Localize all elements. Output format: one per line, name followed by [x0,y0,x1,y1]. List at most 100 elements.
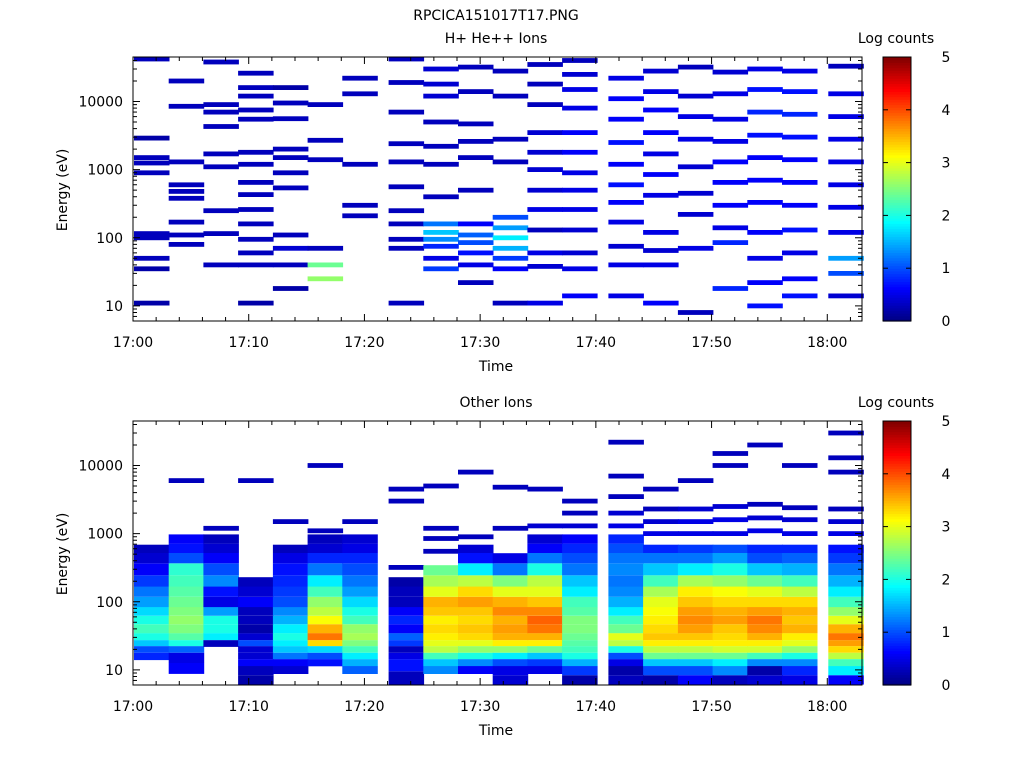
colorbar-segment [883,553,911,557]
heatmap-cell [828,91,864,97]
heatmap-cell [203,109,239,115]
heatmap-cell [782,134,818,140]
heatmap-cell [458,640,494,647]
heatmap-cell [643,192,679,198]
heatmap-cell [272,146,309,152]
heatmap-cell [423,607,459,616]
heatmap-cell [562,640,598,647]
colorbar-segment [883,262,911,267]
heatmap-cell [782,463,818,468]
heatmap-cell [747,659,783,667]
heatmap-cell [643,230,679,235]
heatmap-cell [168,553,205,564]
heatmap-cell [272,633,309,641]
heatmap-cell [677,164,714,170]
heatmap-cell [712,116,749,122]
heatmap-cell [782,675,818,685]
heatmap-cell [492,235,529,241]
heatmap-cell [423,483,459,489]
heatmap-cell [492,484,529,490]
heatmap-cell [238,300,274,306]
heatmap-cell [643,519,679,524]
heatmap-cell [712,640,749,647]
colorbar-segment [883,130,911,135]
heatmap-cell [828,255,864,261]
heatmap-cell [562,563,598,576]
heatmap-cell [307,276,344,282]
heatmap-cell [828,182,864,188]
colorbar-segment [883,75,911,79]
colorbar-segment [883,510,911,514]
heatmap-cell [203,607,239,616]
heatmap-cell [643,130,679,135]
heatmap-cell [828,531,864,536]
colorbar-tick-label: 3 [942,520,951,536]
colorbar-segment [883,228,911,232]
colorbar-segment [883,107,911,111]
heatmap-cell [272,646,309,653]
heatmap-panel-other-ions: Other Ions Log counts Time Energy (eV) 1… [55,395,951,739]
colorbar-segment [883,558,911,562]
heatmap-cell [342,607,378,616]
colorbar-segment [883,587,911,591]
heatmap-cell [307,463,344,468]
heatmap-cell [643,575,679,587]
colorbar-segment [883,518,911,522]
heatmap-cell [492,646,529,653]
heatmap-cell [562,575,598,587]
colorbar-segment [883,297,911,301]
heatmap-cell [272,624,309,634]
heatmap-cell [423,255,459,261]
heatmap-cell [562,293,598,299]
heatmap-cell [677,624,714,634]
x-tick-label: 17:30 [460,699,500,715]
y-axis-label: Energy (eV) [55,149,71,232]
colorbar-tick-label: 2 [942,572,951,588]
heatmap-cell [782,586,818,597]
heatmap-cell [134,170,170,176]
heatmap-cell [643,531,679,536]
heatmap-cell [203,575,239,587]
heatmap-cell [203,553,239,564]
heatmap-cell [388,577,425,587]
colorbar: 0 1 2 3 4 5 [882,50,951,330]
colorbar-segment [883,123,911,127]
heatmap-cell [562,666,598,676]
heatmap-cell [203,624,239,634]
heatmap-cell [134,652,170,661]
heatmap-cell [134,640,170,647]
colorbar-segment [883,239,911,243]
colorbar-segment [883,186,911,190]
colorbar-segment [883,276,911,280]
heatmap-cell [782,157,818,163]
heatmap-cell [608,161,644,167]
heatmap-cell [388,671,425,685]
heatmap-cell [458,586,494,597]
y-tick-label: 1000 [87,163,123,179]
heatmap-cell [492,300,529,306]
colorbar-segment [883,455,911,459]
heatmap-cell [643,553,679,564]
heatmap-cell [782,89,818,94]
heatmap-cell [643,544,679,553]
colorbar-segment [883,104,911,108]
colorbar-segment [883,286,911,290]
heatmap-cell [712,139,749,144]
colorbar-segment [883,481,911,485]
colorbar-segment [883,236,911,240]
colorbar-segment [883,265,911,269]
colorbar-segment [883,149,911,153]
heatmap-cell [272,155,309,160]
heatmap-cell [608,182,644,188]
x-tick-label: 17:30 [460,335,500,351]
heatmap-cell [712,615,749,625]
colorbar-segment [883,663,911,668]
heatmap-cell [423,666,459,674]
heatmap-cell [423,525,459,531]
heatmap-cell [134,563,170,576]
colorbar-segment [883,128,911,132]
heatmap-cell [168,646,205,653]
colorbar-segment [883,115,911,119]
colorbar-segment [883,307,911,312]
heatmap-cell [388,141,425,147]
